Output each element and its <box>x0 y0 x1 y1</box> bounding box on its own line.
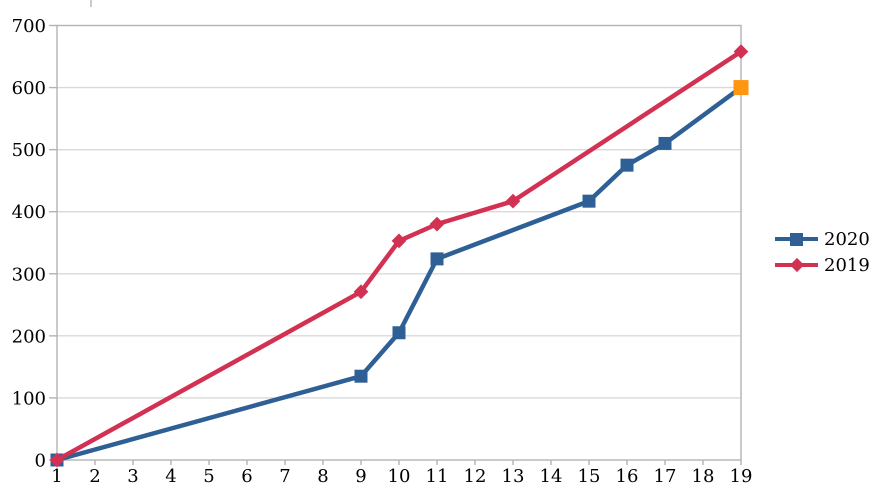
y-axis-label: 300 <box>12 264 46 285</box>
x-axis-label: 1 <box>51 466 62 487</box>
x-axis-label: 6 <box>241 466 252 487</box>
legend-diamond-2019 <box>789 257 805 273</box>
x-axis-label: 2 <box>89 466 100 487</box>
y-axis-label: 400 <box>12 202 46 223</box>
x-axis-label: 13 <box>502 466 525 487</box>
data-point-2019-10[interactable] <box>391 233 407 249</box>
y-axis-label: 0 <box>35 451 46 472</box>
y-axis-label: 200 <box>12 326 46 347</box>
series-2019-line[interactable] <box>55 49 743 462</box>
x-axis-label: 18 <box>692 466 715 487</box>
legend-diamond-marker-icon <box>775 257 818 273</box>
x-axis-label: 10 <box>388 466 411 487</box>
data-point-2019-11[interactable] <box>429 216 445 232</box>
x-axis-label: 8 <box>317 466 328 487</box>
highlighted-data-point[interactable] <box>733 80 749 96</box>
y-axis-label: 500 <box>12 140 46 161</box>
x-axis-label: 5 <box>203 466 214 487</box>
x-axis-label: 16 <box>616 466 639 487</box>
x-axis-label: 14 <box>540 466 563 487</box>
x-axis-label: 3 <box>127 466 138 487</box>
data-point-2019-19[interactable] <box>733 44 749 59</box>
legend-item-2019[interactable]: 2019 <box>775 252 870 278</box>
data-point-2019-13[interactable] <box>505 193 521 209</box>
x-axis-label: 4 <box>165 466 176 487</box>
x-axis-label: 19 <box>730 466 753 487</box>
x-axis-label: 7 <box>279 466 290 487</box>
data-point-2019-9[interactable] <box>353 284 369 300</box>
x-axis-label: 12 <box>464 466 487 487</box>
legend-label-2020: 2020 <box>824 228 870 250</box>
x-axis-label: 9 <box>355 466 366 487</box>
data-point-2020-11[interactable] <box>430 252 444 266</box>
data-point-2020-10[interactable] <box>392 326 406 340</box>
x-axis-label: 15 <box>578 466 601 487</box>
x-axis-label: 11 <box>426 466 449 487</box>
data-point-2020-15[interactable] <box>582 194 596 208</box>
legend-square-marker-icon <box>775 231 818 247</box>
x-axis-label: 17 <box>654 466 677 487</box>
data-point-2020-17[interactable] <box>658 136 672 150</box>
legend-item-2020[interactable]: 2020 <box>775 226 870 252</box>
data-point-2020-16[interactable] <box>620 158 634 172</box>
legend[interactable]: 2020 2019 <box>775 226 870 278</box>
y-axis-label: 600 <box>12 78 46 99</box>
legend-square-2020 <box>790 233 803 246</box>
data-point-2020-9[interactable] <box>354 369 368 383</box>
y-axis-label: 100 <box>12 388 46 409</box>
y-axis-label: 700 <box>12 16 46 37</box>
legend-label-2019: 2019 <box>824 254 870 276</box>
